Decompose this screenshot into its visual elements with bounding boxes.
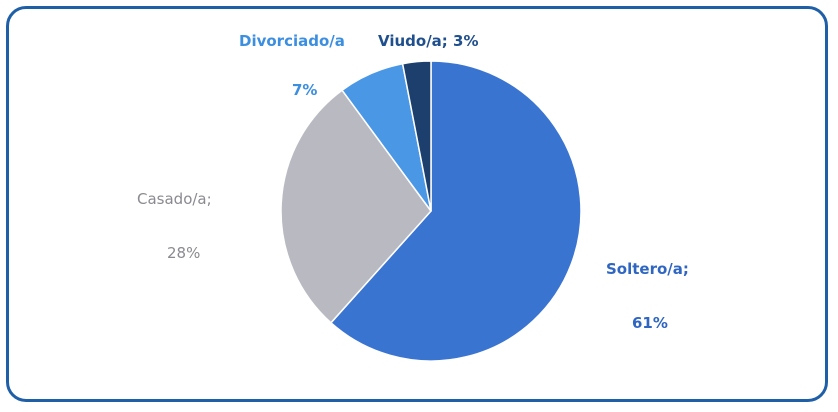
label-soltero-line2: 61% <box>632 314 668 332</box>
label-divorciado-line1: Divorciado/a <box>239 32 345 50</box>
pie-slice-casado-a <box>280 89 432 324</box>
label-casado-line2: 28% <box>167 244 200 262</box>
label-viudo: Viudo/a; 3% <box>378 32 479 50</box>
label-casado-line1: Casado/a; <box>137 190 212 208</box>
pie-slice-soltero-a <box>329 60 582 362</box>
label-soltero-line1: Soltero/a; <box>606 260 689 278</box>
pie-slice-viudo-a <box>401 60 432 212</box>
pie-slices <box>280 60 582 362</box>
label-divorciado-line2: 7% <box>292 81 317 99</box>
